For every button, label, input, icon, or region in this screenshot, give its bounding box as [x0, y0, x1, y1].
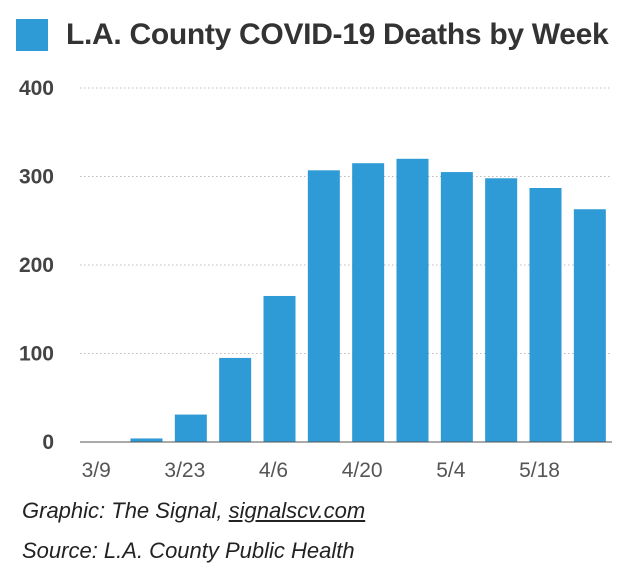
y-tick-label: 200: [19, 254, 54, 277]
legend-swatch: [16, 19, 48, 51]
bar: [174, 414, 207, 442]
bar: [573, 209, 606, 442]
x-tick-label: 3/9: [82, 459, 111, 482]
bar: [396, 158, 429, 443]
bar: [440, 172, 473, 442]
legend: L.A. County COVID-19 Deaths by Week: [16, 18, 609, 52]
graphic-credit: Graphic: The Signal, signalscv.com: [22, 498, 365, 524]
credit-text: Graphic: The Signal,: [22, 498, 229, 523]
source-note: Source: L.A. County Public Health: [22, 538, 355, 563]
legend-label: L.A. County COVID-19 Deaths by Week: [66, 18, 609, 51]
bar: [130, 438, 163, 442]
x-tick-label: 5/4: [436, 459, 466, 482]
credit-link[interactable]: signalscv.com: [228, 498, 366, 523]
bar: [307, 170, 340, 442]
bar: [219, 357, 252, 442]
bar: [485, 178, 518, 442]
bar: [352, 163, 385, 442]
y-tick-label: 100: [19, 343, 54, 366]
bar: [529, 188, 562, 442]
bar-chart: 0 100 200 300 400 3/9 3/23 4/6 4/20 5/4 5/18: [19, 77, 612, 482]
x-tick-label: 5/18: [519, 459, 560, 482]
x-tick-label: 4/6: [259, 459, 288, 482]
y-tick-label: 400: [19, 77, 54, 100]
y-tick-label: 300: [19, 166, 54, 189]
y-tick-label: 0: [42, 431, 54, 454]
x-tick-label: 4/20: [342, 459, 383, 482]
x-tick-label: 3/23: [164, 459, 205, 482]
bar: [263, 295, 296, 442]
